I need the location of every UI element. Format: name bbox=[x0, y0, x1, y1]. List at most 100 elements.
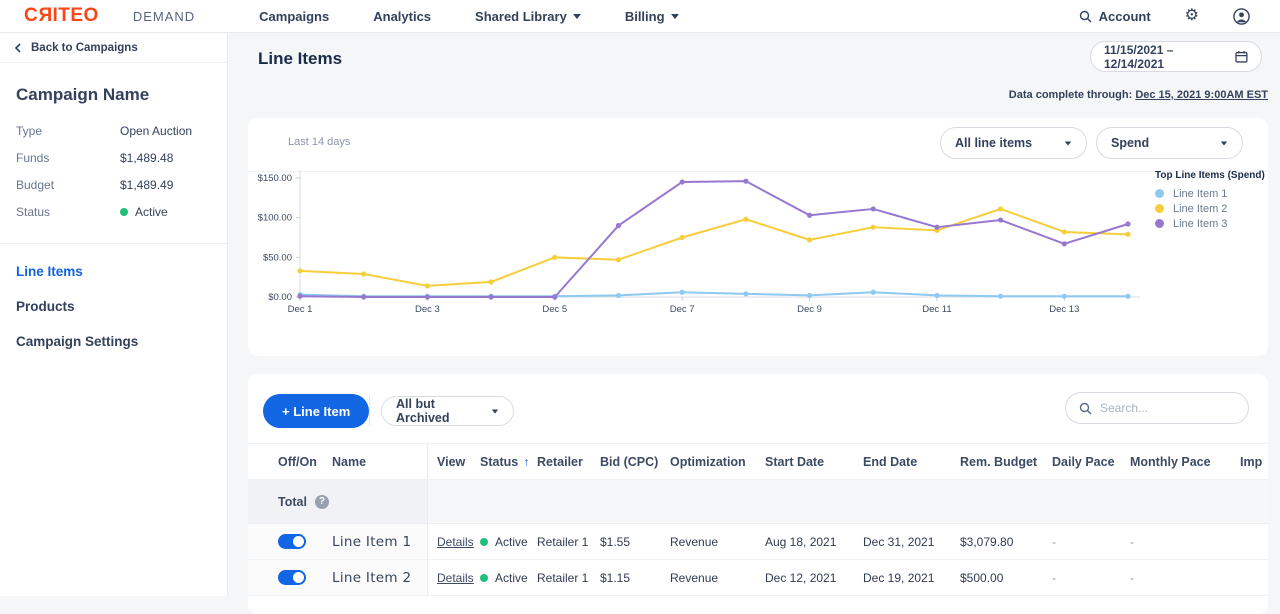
data-complete-note: Data complete through: Dec 15, 2021 9:00… bbox=[1008, 89, 1268, 101]
date-range-picker[interactable]: 11/15/2021 – 12/14/2021 bbox=[1090, 41, 1262, 72]
legend-item-line-3: Line Item 3 bbox=[1155, 216, 1267, 231]
period-label: Last 14 days bbox=[288, 136, 351, 148]
toolbar-divider bbox=[369, 396, 370, 426]
campaign-name: Campaign Name bbox=[16, 85, 150, 104]
col-status[interactable]: Status ↑ bbox=[480, 454, 530, 469]
col-name[interactable]: Name bbox=[332, 444, 428, 479]
legend-item-line-2: Line Item 2 bbox=[1155, 201, 1267, 216]
col-end-date[interactable]: End Date bbox=[863, 454, 918, 469]
sidebar-nav: Line Items Products Campaign Settings bbox=[0, 244, 227, 359]
status-label: Active bbox=[495, 570, 528, 585]
nav-campaigns[interactable]: Campaigns bbox=[259, 8, 330, 24]
line-item-name[interactable]: Line Item 1 bbox=[332, 533, 412, 550]
col-monthly-pace[interactable]: Monthly Pace bbox=[1130, 454, 1211, 469]
svg-text:$150.00: $150.00 bbox=[258, 173, 292, 184]
col-retailer[interactable]: Retailer bbox=[537, 454, 583, 469]
end-date-cell: Dec 31, 2021 bbox=[863, 534, 935, 549]
svg-text:$100.00: $100.00 bbox=[258, 213, 292, 224]
daily-pace-cell: - bbox=[1052, 570, 1056, 585]
search-icon bbox=[1079, 10, 1092, 22]
svg-text:$0.00: $0.00 bbox=[268, 292, 292, 303]
status-label: Active bbox=[495, 534, 528, 549]
archived-filter-dropdown[interactable]: All but Archived bbox=[381, 396, 514, 426]
chart-canvas: $0.00 $50.00 $100.00 $150.00 Dec 1 Dec 3 Dec 5… bbox=[258, 170, 1140, 315]
bid-cell: $1.15 bbox=[600, 570, 631, 585]
campaign-detail-status: Status Active bbox=[16, 205, 168, 219]
svg-text:Dec 7: Dec 7 bbox=[670, 304, 695, 315]
legend-item-line-1: Line Item 1 bbox=[1155, 186, 1267, 201]
col-bid-cpc[interactable]: Bid (CPC) bbox=[600, 454, 659, 469]
product-label: DEMAND bbox=[132, 8, 196, 24]
line-items-table-card: + Line Item All but Archived Off/On Name… bbox=[248, 374, 1268, 614]
line-items-filter-dropdown[interactable]: All line items bbox=[940, 127, 1087, 159]
campaign-detail-type: Type Open Auction bbox=[16, 124, 193, 138]
main-content: Line Items 11/15/2021 – 12/14/2021 Data … bbox=[228, 33, 1280, 614]
svg-text:Dec 11: Dec 11 bbox=[922, 304, 951, 315]
chevron-down-icon bbox=[491, 409, 499, 413]
details-link[interactable]: Details bbox=[437, 534, 474, 549]
chart-legend: Top Line Items (Spend) Line Item 1 Line … bbox=[1155, 170, 1267, 231]
rem-budget-cell: $3,079.80 bbox=[960, 534, 1014, 549]
col-rem-budget[interactable]: Rem. Budget bbox=[960, 454, 1038, 469]
chevron-down-icon bbox=[1220, 141, 1228, 145]
legend-dot bbox=[1155, 219, 1164, 228]
calendar-icon bbox=[1235, 51, 1248, 63]
monthly-pace-cell: - bbox=[1130, 570, 1134, 585]
total-label: Total bbox=[278, 494, 307, 509]
status-dot bbox=[480, 537, 488, 546]
col-start-date[interactable]: Start Date bbox=[765, 454, 825, 469]
details-link[interactable]: Details bbox=[437, 570, 474, 585]
end-date-cell: Dec 19, 2021 bbox=[863, 570, 935, 585]
line-item-name[interactable]: Line Item 2 bbox=[332, 569, 412, 586]
gear-icon[interactable]: ⚙ bbox=[1184, 7, 1199, 24]
daily-pace-cell: - bbox=[1052, 534, 1056, 549]
svg-text:Dec 9: Dec 9 bbox=[797, 304, 822, 315]
line-item-toggle[interactable] bbox=[278, 534, 306, 549]
top-nav: C R ITEO DEMAND Campaigns Analytics Shared… bbox=[0, 0, 1280, 33]
sidebar-item-campaign-settings[interactable]: Campaign Settings bbox=[16, 334, 139, 349]
svg-text:Dec 13: Dec 13 bbox=[1049, 304, 1079, 315]
retailer-cell: Retailer 1 bbox=[537, 534, 589, 549]
col-view[interactable]: View bbox=[437, 454, 466, 469]
search-input[interactable] bbox=[1100, 401, 1220, 415]
legend-dot bbox=[1155, 189, 1164, 198]
help-icon[interactable]: ? bbox=[314, 494, 329, 509]
start-date-cell: Aug 18, 2021 bbox=[765, 534, 837, 549]
sidebar-item-line-items[interactable]: Line Items bbox=[16, 264, 83, 279]
table-row: Line Item 1 Details Active Retailer 1 $1… bbox=[248, 524, 1268, 560]
nav-shared-library[interactable]: Shared Library bbox=[475, 9, 581, 24]
chevron-down-icon bbox=[670, 13, 679, 19]
chevron-down-icon bbox=[1064, 141, 1072, 145]
sort-asc-icon[interactable]: ↑ bbox=[523, 454, 530, 469]
nav-billing[interactable]: Billing bbox=[625, 9, 679, 24]
table-search[interactable] bbox=[1065, 392, 1249, 424]
line-item-toggle[interactable] bbox=[278, 570, 306, 585]
sidebar: Back to Campaigns Campaign Name Type Ope… bbox=[0, 33, 228, 596]
account-search[interactable]: Account bbox=[1079, 9, 1151, 24]
criteo-logo[interactable]: C R ITEO bbox=[24, 5, 99, 27]
legend-title: Top Line Items (Spend) bbox=[1155, 170, 1265, 181]
data-complete-timestamp[interactable]: Dec 15, 2021 9:00AM EST bbox=[1135, 89, 1268, 101]
nav-analytics[interactable]: Analytics bbox=[373, 8, 432, 24]
sidebar-item-products[interactable]: Products bbox=[16, 299, 75, 314]
nav-right: Account ⚙ bbox=[1079, 8, 1250, 25]
total-row: Total? bbox=[248, 480, 1268, 524]
bid-cell: $1.55 bbox=[600, 534, 631, 549]
svg-text:$50.00: $50.00 bbox=[263, 252, 292, 263]
user-avatar-icon[interactable] bbox=[1233, 7, 1250, 25]
chart-header-divider bbox=[248, 171, 1268, 172]
optimization-cell: Revenue bbox=[670, 570, 719, 585]
metric-dropdown[interactable]: Spend bbox=[1096, 127, 1243, 159]
back-to-campaigns-link[interactable]: Back to Campaigns bbox=[0, 33, 227, 63]
status-dot bbox=[480, 573, 488, 582]
col-daily-pace[interactable]: Daily Pace bbox=[1052, 454, 1115, 469]
add-line-item-button[interactable]: + Line Item bbox=[263, 394, 370, 428]
page-title: Line Items bbox=[258, 49, 343, 68]
chevron-down-icon bbox=[572, 13, 581, 19]
col-optimization[interactable]: Optimization bbox=[670, 454, 746, 469]
logo-letter: C bbox=[24, 5, 39, 26]
start-date-cell: Dec 12, 2021 bbox=[765, 570, 837, 585]
col-impressions[interactable]: Imp bbox=[1240, 454, 1263, 469]
monthly-pace-cell: - bbox=[1130, 534, 1134, 549]
col-off-on[interactable]: Off/On bbox=[278, 454, 317, 469]
